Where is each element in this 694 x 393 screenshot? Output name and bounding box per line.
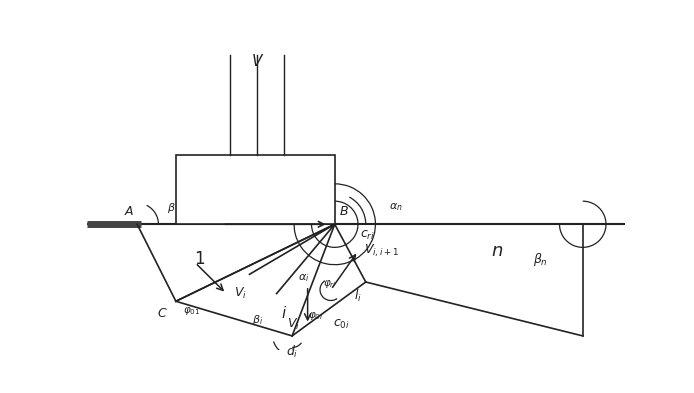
Text: $\beta_i$: $\beta_i$ — [252, 313, 263, 327]
Text: $\alpha_1$: $\alpha_1$ — [288, 198, 301, 210]
Text: $\beta_1$: $\beta_1$ — [167, 201, 180, 215]
Text: $n$: $n$ — [491, 242, 504, 260]
Text: $\varphi_{0i}$: $\varphi_{0i}$ — [307, 310, 323, 322]
Text: $d_i$: $d_i$ — [286, 343, 298, 360]
Text: $B$: $B$ — [339, 205, 348, 218]
Text: $H$: $H$ — [199, 205, 210, 218]
Text: $\varphi_{01}$: $\varphi_{01}$ — [183, 305, 200, 317]
Text: $l_i$: $l_i$ — [354, 288, 362, 304]
Text: $V$: $V$ — [251, 53, 264, 69]
Text: $A$: $A$ — [124, 205, 134, 218]
Polygon shape — [176, 155, 335, 224]
Text: $C$: $C$ — [158, 307, 168, 320]
Text: $i$: $i$ — [281, 305, 287, 321]
Text: $\alpha_i$: $\alpha_i$ — [298, 272, 310, 284]
Text: $\alpha_n$: $\alpha_n$ — [389, 201, 403, 213]
Text: $c_{0i}$: $c_{0i}$ — [333, 318, 350, 331]
Text: $\beta_n$: $\beta_n$ — [533, 251, 548, 268]
Text: $1$: $1$ — [194, 250, 205, 268]
Text: $V_{i,i+1}$: $V_{i,i+1}$ — [364, 243, 399, 259]
Text: $V_i$: $V_i$ — [234, 286, 246, 301]
Text: $\varphi_{ri}$: $\varphi_{ri}$ — [323, 278, 337, 290]
Text: $c_{ri}$: $c_{ri}$ — [360, 228, 375, 242]
Text: $V_i$: $V_i$ — [287, 317, 300, 332]
